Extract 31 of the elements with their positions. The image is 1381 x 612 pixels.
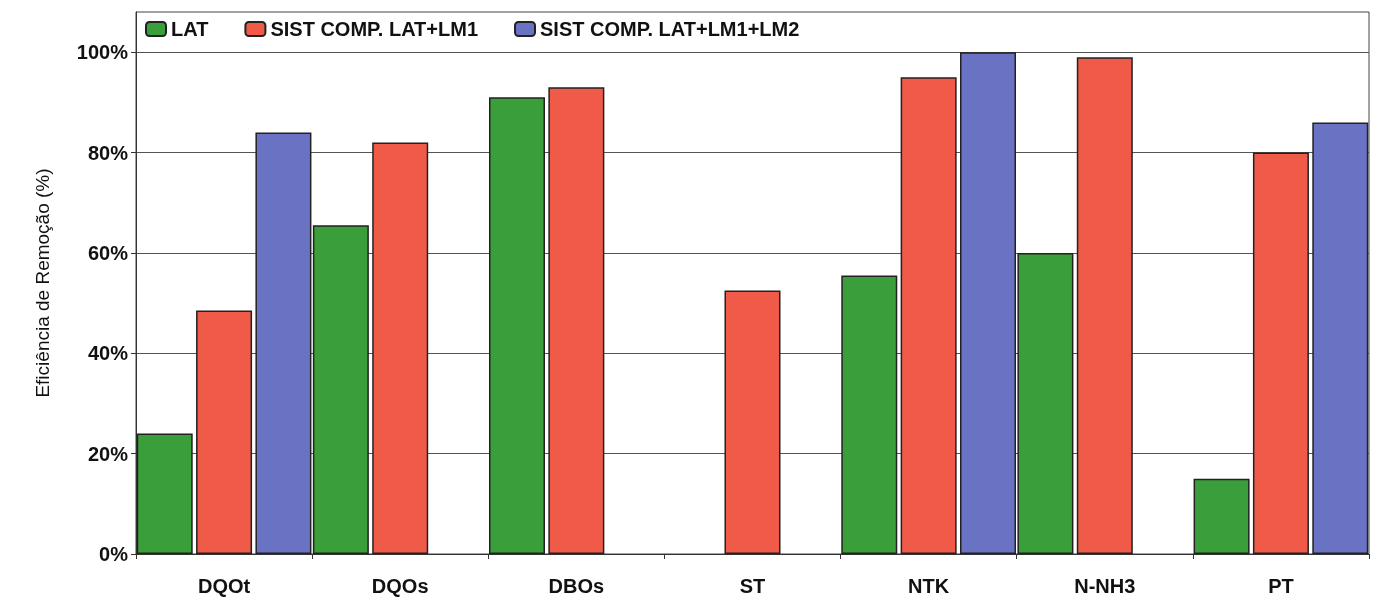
y-axis-title: Eficiência de Remoção (%) [32, 168, 53, 398]
y-tick-label: 100% [76, 41, 129, 64]
bar [196, 310, 253, 554]
legend-label: LAT [171, 18, 209, 40]
legend-label: SIST COMP. LAT+LM1+LM2 [540, 18, 800, 40]
bar [372, 142, 429, 554]
bar [1252, 152, 1309, 554]
bar [136, 433, 193, 554]
bar [548, 87, 605, 554]
x-tick-label: DQOs [371, 575, 429, 597]
y-tick-label: 80% [87, 141, 129, 164]
bar [255, 132, 312, 554]
bar [841, 275, 898, 554]
y-tick-label: 40% [87, 342, 129, 365]
bar [1312, 122, 1369, 554]
x-tick-label: N-NH3 [1074, 575, 1136, 597]
bar [724, 290, 781, 554]
x-tick-label: DQOt [197, 575, 251, 597]
y-tick-label: 0% [99, 543, 129, 565]
bar [900, 77, 957, 554]
bar [312, 225, 369, 554]
y-tick-label: 20% [87, 442, 129, 465]
x-tick-label: PT [1268, 575, 1294, 597]
x-tick-label: DBOs [548, 575, 605, 597]
bar [1076, 57, 1133, 554]
bar [489, 97, 545, 554]
x-tick-label: NTK [908, 575, 950, 597]
x-tick-label: ST [739, 575, 766, 597]
y-tick-label: 60% [87, 241, 129, 264]
legend-label: SIST COMP. LAT+LM1 [270, 18, 479, 40]
bar [1193, 478, 1250, 554]
